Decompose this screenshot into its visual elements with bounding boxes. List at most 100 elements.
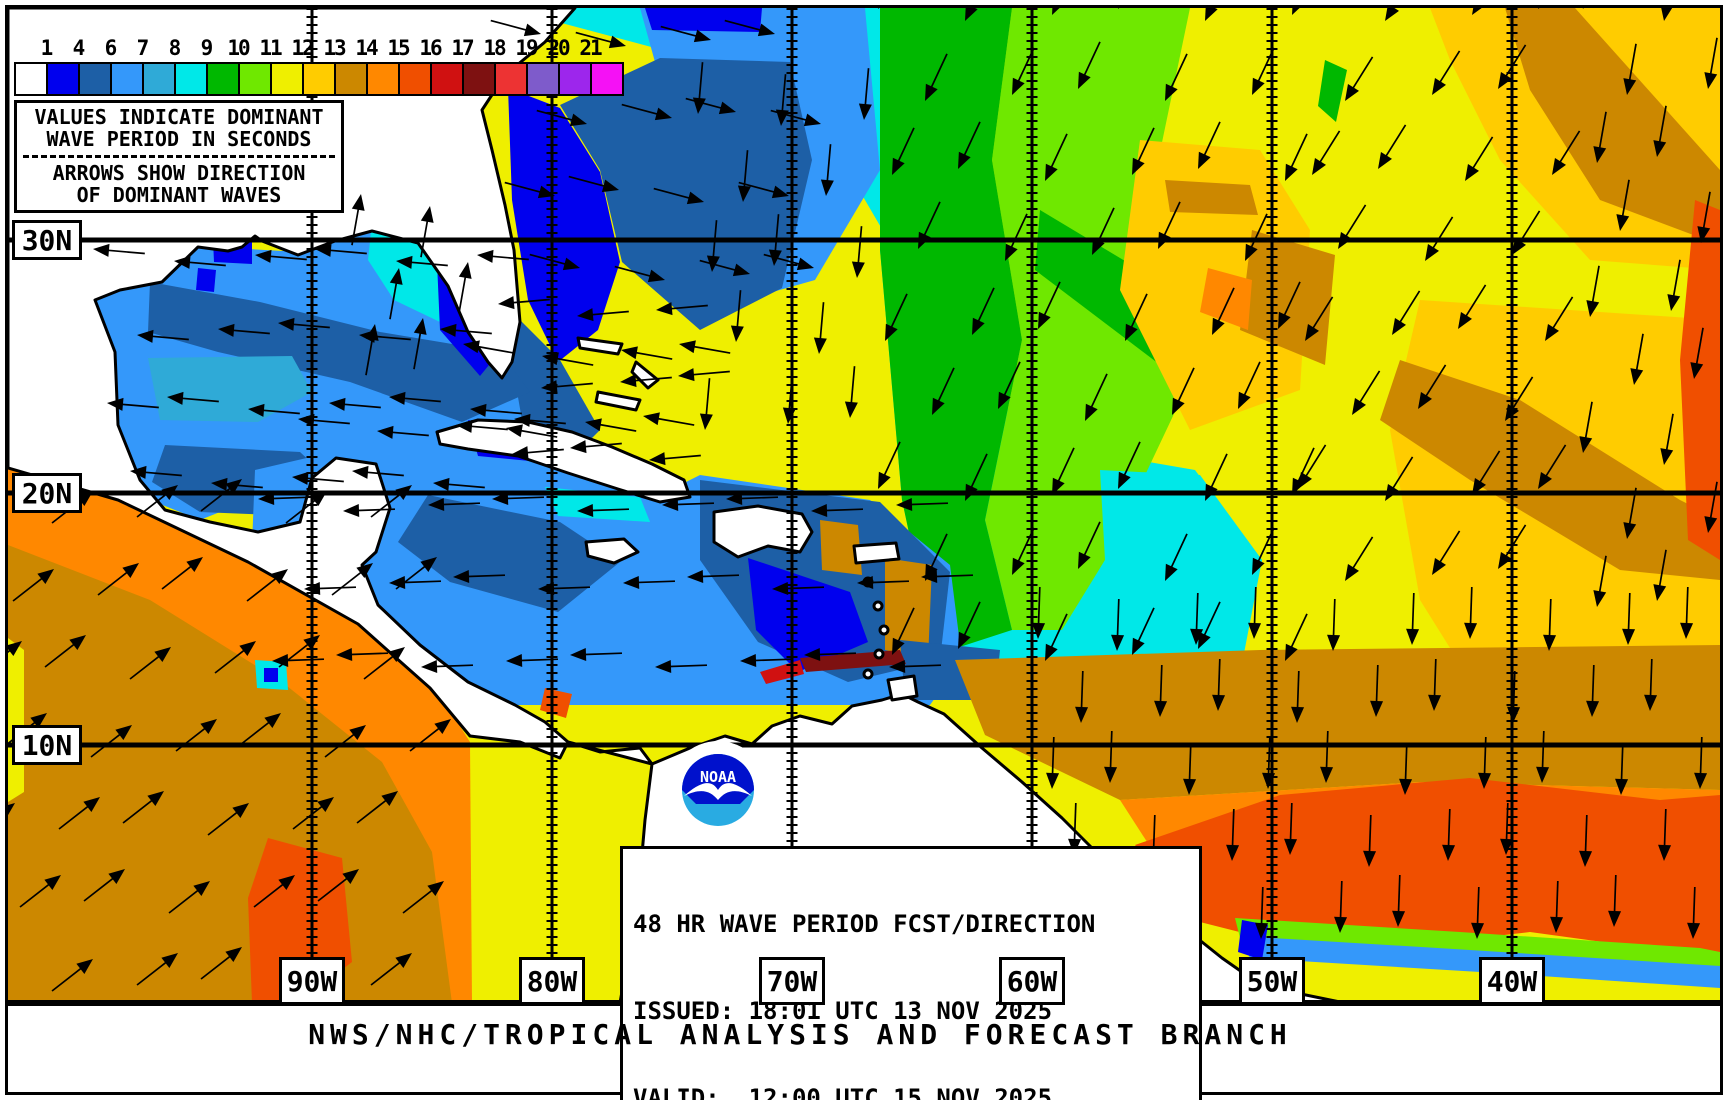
wave-arrow — [699, 378, 713, 430]
region-south-redorange — [1135, 778, 1720, 958]
wave-arrow — [1032, 587, 1046, 639]
wave-arrow — [1291, 671, 1305, 723]
forecast-title: 48 HR WAVE PERIOD FCST/DIRECTION — [633, 910, 1096, 938]
wave-arrow — [972, 287, 995, 335]
wave-arrow — [370, 953, 412, 986]
wave-arrow — [1005, 213, 1028, 261]
wave-arrow — [1406, 593, 1420, 645]
wave-arrow — [19, 875, 61, 908]
wave-arrow — [1111, 599, 1125, 651]
wave-arrow — [315, 243, 367, 257]
wave-arrow — [377, 425, 429, 439]
wave-arrow — [692, 62, 706, 114]
wave-arrow — [248, 403, 300, 417]
wave-arrow — [878, 8, 880, 9]
wave-arrow — [1442, 809, 1456, 861]
wave-arrow — [1660, 413, 1674, 465]
wave-arrow — [813, 302, 827, 354]
wave-arrow — [775, 74, 789, 126]
region-tan-mona — [820, 520, 862, 575]
wave-arrow — [253, 875, 295, 908]
land-antilles-4 — [873, 648, 885, 660]
wave-arrow — [1285, 133, 1308, 181]
wave-arrow — [958, 601, 981, 649]
wave-arrow — [1687, 887, 1701, 939]
legend-tick-13: 13 — [323, 36, 346, 60]
wave-arrow — [679, 340, 731, 354]
wave-arrow — [1385, 8, 1399, 21]
wave-arrow — [1704, 37, 1718, 89]
wave-arrow — [1320, 731, 1334, 783]
wave-arrow — [343, 503, 395, 517]
noaa-logo-gull-icon — [684, 783, 752, 800]
region-deepblue-top — [645, 8, 762, 32]
wave-arrow — [1238, 361, 1261, 409]
legend-color-cell-15 — [494, 62, 528, 96]
wave-arrow — [1125, 293, 1148, 341]
wave-arrow — [58, 797, 100, 830]
wave-arrow — [1045, 133, 1068, 181]
wave-arrow — [858, 68, 872, 120]
legend-color-cell-4 — [142, 62, 176, 96]
legend-tick-8: 8 — [168, 36, 182, 60]
region-atl-steel — [560, 58, 812, 330]
wave-arrow — [498, 296, 550, 310]
wave-arrow — [1378, 124, 1407, 169]
land-antilles-5 — [862, 668, 874, 680]
wave-arrow — [1428, 659, 1442, 711]
region-fonseca-blue — [264, 668, 278, 682]
wave-arrow — [1667, 259, 1681, 311]
wave-arrow — [1392, 875, 1406, 927]
land-bahamas-2 — [630, 360, 660, 390]
legend-color-cell-11 — [366, 62, 400, 96]
wave-arrow — [1432, 50, 1461, 95]
wave-arrow — [1582, 8, 1584, 9]
wave-arrow — [1312, 130, 1341, 175]
wave-arrow — [107, 397, 159, 411]
wave-arrow — [413, 318, 427, 370]
wave-arrow — [1586, 665, 1600, 717]
wave-arrow — [1085, 373, 1108, 421]
wave-arrow — [1472, 8, 1482, 15]
noaa-logo-sky — [682, 754, 754, 804]
wave-arrow — [218, 323, 270, 337]
legend-color-cell-6 — [206, 62, 240, 96]
wave-arrow — [1352, 370, 1381, 415]
wave-arrow — [687, 569, 739, 583]
wave-arrow — [1212, 659, 1226, 711]
wave-arrow — [763, 253, 814, 271]
legend-color-cell-16 — [526, 62, 560, 96]
wave-arrow — [1198, 121, 1221, 169]
wave-arrow — [1172, 367, 1195, 415]
wave-arrow — [428, 497, 480, 511]
land-puerto-rico — [852, 541, 901, 565]
wave-arrow — [1255, 887, 1269, 939]
wave-arrow — [820, 144, 834, 196]
land-antilles-2 — [872, 600, 884, 612]
wave-arrow — [433, 477, 485, 491]
wave-arrow — [577, 503, 629, 517]
wave-arrow — [1392, 290, 1421, 335]
wave-arrow — [97, 563, 139, 596]
legend-color-cell-10 — [334, 62, 368, 96]
wave-arrow — [1498, 44, 1527, 89]
wave-arrow — [1425, 216, 1454, 261]
wave-arrow — [1545, 296, 1574, 341]
wave-arrow — [536, 109, 587, 127]
legend-tick-16: 16 — [419, 36, 442, 60]
wave-arrow — [892, 607, 915, 655]
wave-arrow — [662, 497, 714, 511]
region-tan-blob1 — [1165, 180, 1258, 215]
lat-label-30N: 30N — [12, 220, 82, 260]
legend-color-cell-8 — [270, 62, 304, 96]
wave-arrow — [1680, 587, 1694, 639]
wave-arrow — [1616, 179, 1630, 231]
wave-arrow — [1704, 481, 1718, 533]
wave-arrow — [1154, 665, 1168, 717]
wave-arrow — [456, 419, 508, 433]
region-south-tan — [955, 645, 1720, 800]
wave-arrow — [514, 413, 566, 427]
wave-arrow — [246, 569, 288, 602]
wave-arrow — [660, 25, 711, 43]
wave-arrow — [1165, 533, 1188, 581]
